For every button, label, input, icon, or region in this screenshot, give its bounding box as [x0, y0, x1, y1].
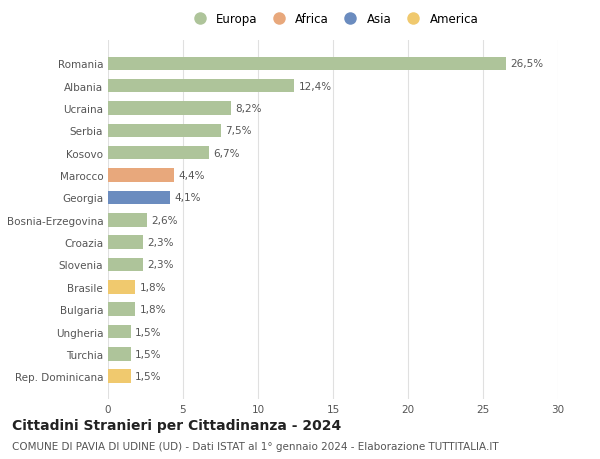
- Bar: [108, 147, 209, 160]
- Text: 4,1%: 4,1%: [174, 193, 200, 203]
- Bar: [108, 102, 231, 116]
- Text: 2,6%: 2,6%: [151, 215, 178, 225]
- Text: 7,5%: 7,5%: [225, 126, 251, 136]
- Text: 1,5%: 1,5%: [135, 349, 161, 359]
- Text: 8,2%: 8,2%: [235, 104, 262, 114]
- Bar: [108, 325, 131, 338]
- Text: 1,5%: 1,5%: [135, 371, 161, 381]
- Bar: [108, 280, 135, 294]
- Bar: [108, 369, 131, 383]
- Text: Cittadini Stranieri per Cittadinanza - 2024: Cittadini Stranieri per Cittadinanza - 2…: [12, 418, 341, 431]
- Legend: Europa, Africa, Asia, America: Europa, Africa, Asia, America: [185, 11, 481, 28]
- Text: 2,3%: 2,3%: [147, 238, 173, 247]
- Bar: [108, 124, 221, 138]
- Bar: [108, 191, 170, 205]
- Text: 4,4%: 4,4%: [179, 171, 205, 181]
- Bar: [108, 169, 174, 182]
- Text: 2,3%: 2,3%: [147, 260, 173, 270]
- Text: 1,8%: 1,8%: [139, 304, 166, 314]
- Text: 26,5%: 26,5%: [510, 59, 543, 69]
- Bar: [108, 57, 505, 71]
- Text: 12,4%: 12,4%: [299, 82, 332, 91]
- Text: 1,8%: 1,8%: [139, 282, 166, 292]
- Text: COMUNE DI PAVIA DI UDINE (UD) - Dati ISTAT al 1° gennaio 2024 - Elaborazione TUT: COMUNE DI PAVIA DI UDINE (UD) - Dati IST…: [12, 441, 499, 451]
- Text: 1,5%: 1,5%: [135, 327, 161, 337]
- Bar: [108, 80, 294, 93]
- Text: 6,7%: 6,7%: [213, 148, 239, 158]
- Bar: [108, 303, 135, 316]
- Bar: [108, 213, 147, 227]
- Bar: [108, 236, 143, 249]
- Bar: [108, 258, 143, 272]
- Bar: [108, 347, 131, 361]
